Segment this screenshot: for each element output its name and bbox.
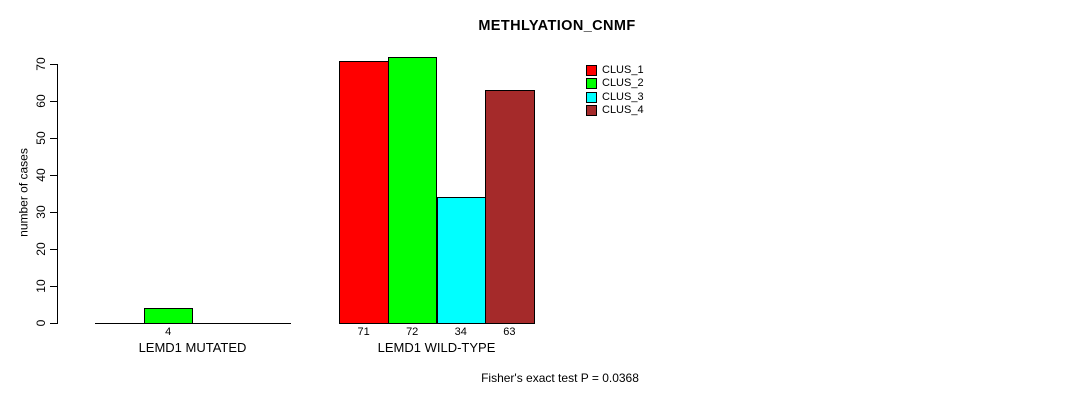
legend: CLUS_1 CLUS_2 CLUS_3 CLUS_4 xyxy=(586,64,644,117)
y-tick xyxy=(50,101,57,103)
legend-item: CLUS_1 xyxy=(586,64,644,77)
chart-title: METHLYATION_CNMF xyxy=(478,18,636,34)
y-axis-label: number of cases xyxy=(16,148,31,237)
bar-value-label: 4 xyxy=(165,326,172,338)
legend-label: CLUS_1 xyxy=(602,64,644,77)
legend-label: CLUS_4 xyxy=(602,104,644,117)
y-tick-label: 30 xyxy=(34,205,48,219)
x-group-label: LEMD1 WILD-TYPE xyxy=(377,340,496,355)
legend-label: CLUS_3 xyxy=(602,90,644,103)
y-tick xyxy=(50,248,57,250)
legend-item: CLUS_2 xyxy=(586,77,644,90)
y-tick-label: 20 xyxy=(34,242,48,256)
bar-value-label: 71 xyxy=(357,326,370,338)
y-tick-label: 50 xyxy=(34,131,48,145)
bar-clus_4-group1 xyxy=(485,90,535,324)
y-tick xyxy=(50,138,57,140)
y-tick-label: 40 xyxy=(34,168,48,182)
bar-clus_3-group1 xyxy=(436,197,487,324)
legend-swatch-clus_1 xyxy=(586,65,597,77)
y-tick xyxy=(50,175,57,176)
y-tick xyxy=(50,64,57,66)
bar-clus_2-group0 xyxy=(143,307,194,324)
y-tick xyxy=(50,285,57,287)
y-tick xyxy=(50,211,57,213)
legend-swatch-clus_3 xyxy=(586,91,597,103)
x-group-label: LEMD1 MUTATED xyxy=(138,340,247,355)
bar-clus_1-group1 xyxy=(339,60,389,324)
footnote-text: Fisher's exact test P = 0.0368 xyxy=(481,371,639,385)
bar-value-label: 72 xyxy=(406,326,419,338)
y-tick-label: 60 xyxy=(34,94,48,108)
bar-value-label: 63 xyxy=(503,326,516,338)
legend-swatch-clus_4 xyxy=(586,105,597,117)
y-tick-label: 0 xyxy=(34,319,48,326)
y-axis-line xyxy=(57,64,58,324)
bar-clus_2-group1 xyxy=(387,57,438,324)
y-tick-label: 70 xyxy=(34,57,48,72)
bar-value-label: 34 xyxy=(454,326,467,338)
legend-label: CLUS_2 xyxy=(602,77,644,90)
y-tick xyxy=(50,322,57,324)
y-tick-label: 10 xyxy=(34,278,48,293)
legend-swatch-clus_2 xyxy=(586,78,597,90)
legend-item: CLUS_3 xyxy=(586,91,644,104)
legend-item: CLUS_4 xyxy=(586,104,644,117)
